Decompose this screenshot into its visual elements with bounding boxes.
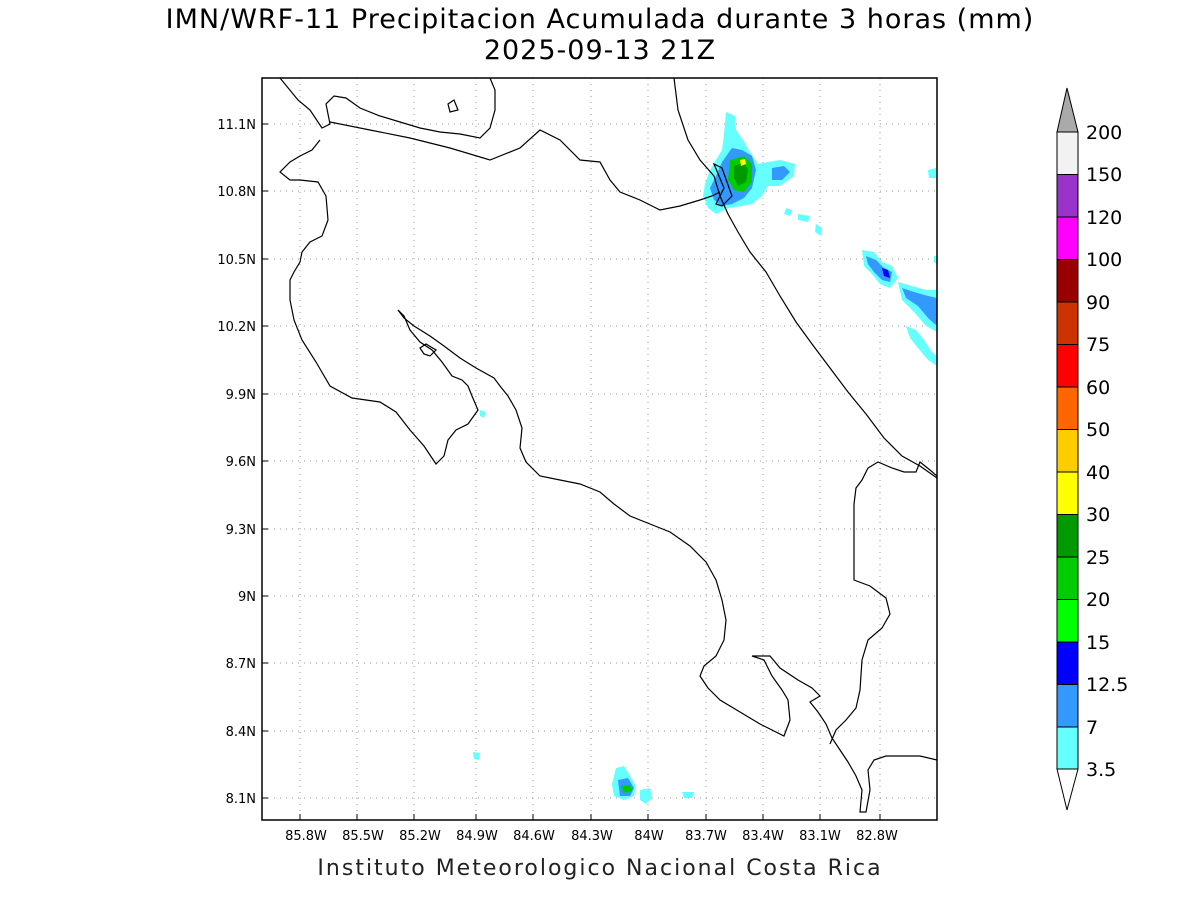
lon-tick-label: 83.7W: [685, 829, 727, 844]
precip-cell-south-3: [682, 792, 694, 798]
colorbar-swatch: [1056, 599, 1079, 643]
title-line-1: IMN/WRF-11 Precipitacion Acumulada duran…: [165, 4, 1035, 35]
lat-tick-label: 10.8N: [217, 185, 256, 200]
colorbar-label: 20: [1086, 589, 1110, 611]
colorbar-swatch: [1056, 726, 1079, 770]
lat-tick-label: 9.3N: [226, 523, 256, 538]
precip-cluster-east-2-7: [902, 288, 937, 326]
precip-cell-south-2: [640, 788, 652, 804]
colorbar-label: 150: [1086, 164, 1122, 186]
lat-tick-label: 8.1N: [226, 792, 256, 807]
contour-north-cell: [712, 162, 733, 207]
colorbar-label: 200: [1086, 122, 1122, 144]
lat-tick-label: 8.7N: [226, 657, 256, 672]
colorbar-swatch: [1056, 131, 1079, 175]
colorbar-label: 15: [1086, 632, 1110, 654]
precip-cluster-north-20: [734, 162, 748, 186]
colorbar-label: 25: [1086, 547, 1110, 569]
precip-cell-gulf: [480, 410, 486, 418]
border-costa-rica-panama: [829, 461, 937, 745]
lat-tick-label: 10.5N: [217, 253, 256, 268]
colorbar-swatch: [1056, 344, 1079, 388]
colorbar-label: 120: [1086, 207, 1122, 229]
lon-tick-label: 85.5W: [342, 829, 384, 844]
lon-tick-label: 84.3W: [571, 829, 613, 844]
longitude-labels: 85.8W 85.5W 85.2W 84.9W 84.6W 84.3W 84W …: [285, 829, 898, 844]
colorbar-label: 60: [1086, 377, 1110, 399]
precip-cell-south-4: [473, 752, 480, 760]
colorbar-label: 3.5: [1086, 759, 1116, 781]
colorbar-swatch: [1056, 216, 1079, 260]
map-frame: [261, 77, 938, 821]
precipitation-colorbar: [1056, 87, 1079, 811]
colorbar-swatch: [1056, 429, 1079, 473]
coastline-caribbean: [673, 78, 937, 479]
island-gulf: [419, 343, 437, 357]
title-line-2: 2025-09-13 21Z: [483, 35, 717, 66]
precip-cell-3: [815, 224, 822, 236]
colorbar-label: 12.5: [1086, 674, 1128, 696]
lon-tick-label: 83.1W: [799, 829, 841, 844]
colorbar-label: 40: [1086, 462, 1110, 484]
footer-credit: Instituto Meteorologico Nacional Costa R…: [317, 856, 883, 881]
colorbar-swatch: [1056, 556, 1079, 600]
precip-peak-north: [740, 159, 746, 166]
map-grid: [262, 78, 937, 820]
lon-tick-label: 84.6W: [513, 829, 555, 844]
colorbar-swatch: [1056, 386, 1079, 430]
lon-tick-label: 84W: [634, 829, 664, 844]
lat-tick-label: 9.6N: [226, 455, 256, 470]
axis-ticks: [262, 123, 881, 820]
lat-tick-label: 11.1N: [217, 118, 256, 133]
colorbar-swatch: [1056, 259, 1079, 303]
colorbar-label: 75: [1086, 334, 1110, 356]
colorbar-swatch: [1056, 174, 1079, 218]
lon-tick-label: 83.4W: [742, 829, 784, 844]
colorbar-swatch: [1056, 684, 1079, 728]
island-lake-nicaragua: [447, 99, 459, 113]
precip-cluster-east-3: [906, 326, 937, 366]
colorbar-label: 100: [1086, 249, 1122, 271]
colorbar-over-triangle: [1056, 87, 1079, 133]
colorbar-swatch: [1056, 514, 1079, 558]
colorbar-label: 50: [1086, 419, 1110, 441]
precip-cluster-south-15: [621, 785, 632, 793]
precip-cluster-east-1-12: [882, 268, 890, 278]
lat-tick-label: 9.9N: [226, 388, 256, 403]
lat-tick-label: 10.2N: [217, 320, 256, 335]
colorbar-swatch: [1056, 471, 1079, 515]
coastlines: [279, 78, 937, 813]
border-nicaragua-costa-rica: [329, 121, 721, 211]
colorbar-labels: 200 150 120 100 90 75 60 50 40 30 25 20 …: [1086, 122, 1128, 781]
latitude-labels: 11.1N 10.8N 10.5N 10.2N 9.9N 9.6N 9.3N 9…: [217, 118, 256, 807]
colorbar-under-triangle: [1056, 768, 1079, 811]
colorbar-label: 90: [1086, 292, 1110, 314]
colorbar-label: 30: [1086, 504, 1110, 526]
precip-cell-1: [784, 208, 792, 216]
colorbar-swatch: [1056, 301, 1079, 345]
lon-tick-label: 85.8W: [285, 829, 327, 844]
lon-tick-label: 82.8W: [856, 829, 898, 844]
coastline-gulf-of-nicoya: [397, 309, 937, 813]
colorbar-label: 7: [1086, 717, 1098, 739]
lat-tick-label: 9N: [238, 590, 256, 605]
colorbar-swatch: [1056, 641, 1079, 685]
coastline-pacific-guanacaste: [279, 139, 479, 465]
lat-tick-label: 8.4N: [226, 725, 256, 740]
coastline-nicaragua-north: [279, 78, 496, 139]
lon-tick-label: 85.2W: [399, 829, 441, 844]
lon-tick-label: 84.9W: [456, 829, 498, 844]
precip-cluster-north-7b: [772, 166, 790, 180]
precip-cell-2: [798, 214, 810, 222]
precipitation-shading: [473, 112, 937, 804]
map-title: IMN/WRF-11 Precipitacion Acumulada duran…: [0, 4, 1200, 66]
precip-cell-4: [928, 168, 936, 178]
